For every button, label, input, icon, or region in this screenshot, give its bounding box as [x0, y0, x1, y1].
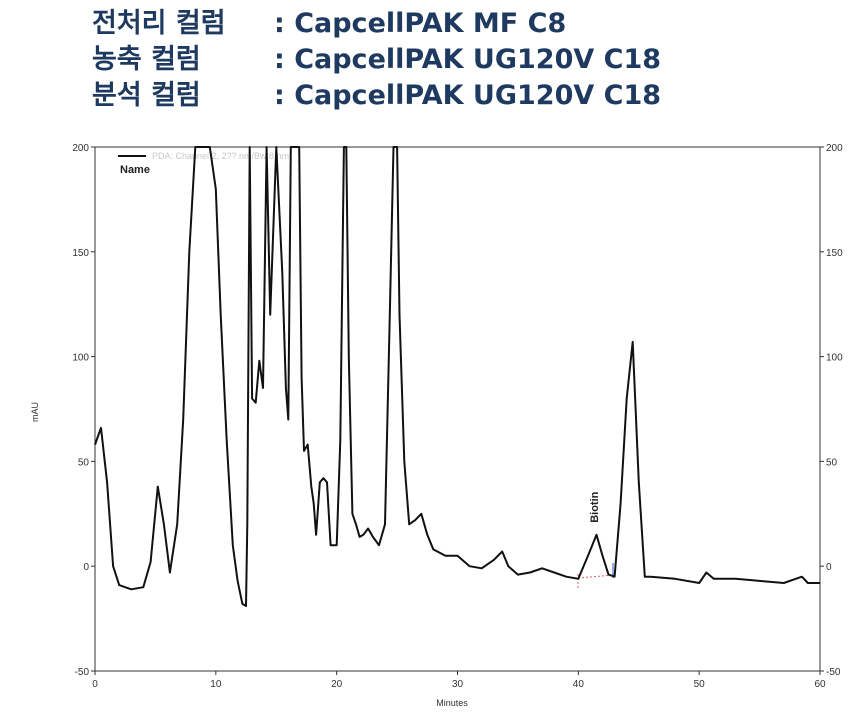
- y-tick-label-left: -50: [75, 667, 90, 678]
- plot-frame: [94, 146, 821, 672]
- y-tick-label-left: 150: [72, 248, 89, 259]
- x-tick-label: 60: [814, 679, 826, 690]
- legend-series-label: PDA: Channel 2, 2?? nm/Bw:8 nm: [152, 151, 289, 161]
- pretreatment-column-value: : CapcellPAK MF C8: [274, 8, 567, 39]
- pretreatment-column-line: 전처리 컬럼 : CapcellPAK MF C8: [92, 6, 661, 42]
- biotin-peak-label: Biotin: [589, 491, 601, 522]
- y-axis-label: mAU: [30, 402, 40, 422]
- concentration-column-label: 농축 컬럼: [92, 44, 201, 75]
- concentration-column-line: 농축 컬럼 : CapcellPAK UG120V C18: [92, 42, 661, 78]
- y-tick-label-left: 0: [83, 562, 89, 573]
- x-tick-label: 0: [92, 679, 98, 690]
- y-tick-label-right: 150: [826, 248, 843, 259]
- y-tick-label-left: 100: [72, 353, 89, 364]
- x-ticks: 0 10 20 30 40 50 60: [92, 671, 826, 690]
- x-tick-label: 30: [452, 679, 464, 690]
- legend-title: Name: [120, 164, 150, 176]
- concentration-column-value: : CapcellPAK UG120V C18: [274, 44, 662, 75]
- x-tick-label: 20: [331, 679, 343, 690]
- y-tick-label-right: 100: [826, 353, 843, 364]
- legend: PDA: Channel 2, 2?? nm/Bw:8 nm Name: [118, 151, 289, 176]
- x-axis-label: Minutes: [436, 698, 468, 708]
- x-tick-label: 10: [210, 679, 222, 690]
- column-info-header: 전처리 컬럼 : CapcellPAK MF C8 농축 컬럼 : CapcellP…: [92, 6, 661, 114]
- pretreatment-column-label: 전처리 컬럼: [92, 8, 226, 39]
- y-tick-label-left: 200: [72, 143, 89, 154]
- y-ticks-left: -50 0 50 100 150 200: [72, 143, 95, 678]
- y-ticks-right: -50 0 50 100 150 200: [820, 143, 843, 678]
- chromatogram-trace: [94, 146, 820, 607]
- y-tick-label-left: 50: [78, 457, 90, 468]
- y-tick-label-right: 50: [826, 457, 838, 468]
- x-tick-label: 40: [573, 679, 585, 690]
- analysis-column-label: 분석 컬럼: [92, 80, 201, 111]
- x-tick-label: 50: [694, 679, 706, 690]
- y-tick-label-right: -50: [826, 667, 841, 678]
- analysis-column-value: : CapcellPAK UG120V C18: [274, 80, 662, 111]
- y-tick-label-right: 200: [826, 143, 843, 154]
- analysis-column-line: 분석 컬럼 : CapcellPAK UG120V C18: [92, 78, 661, 114]
- y-tick-label-right: 0: [826, 562, 832, 573]
